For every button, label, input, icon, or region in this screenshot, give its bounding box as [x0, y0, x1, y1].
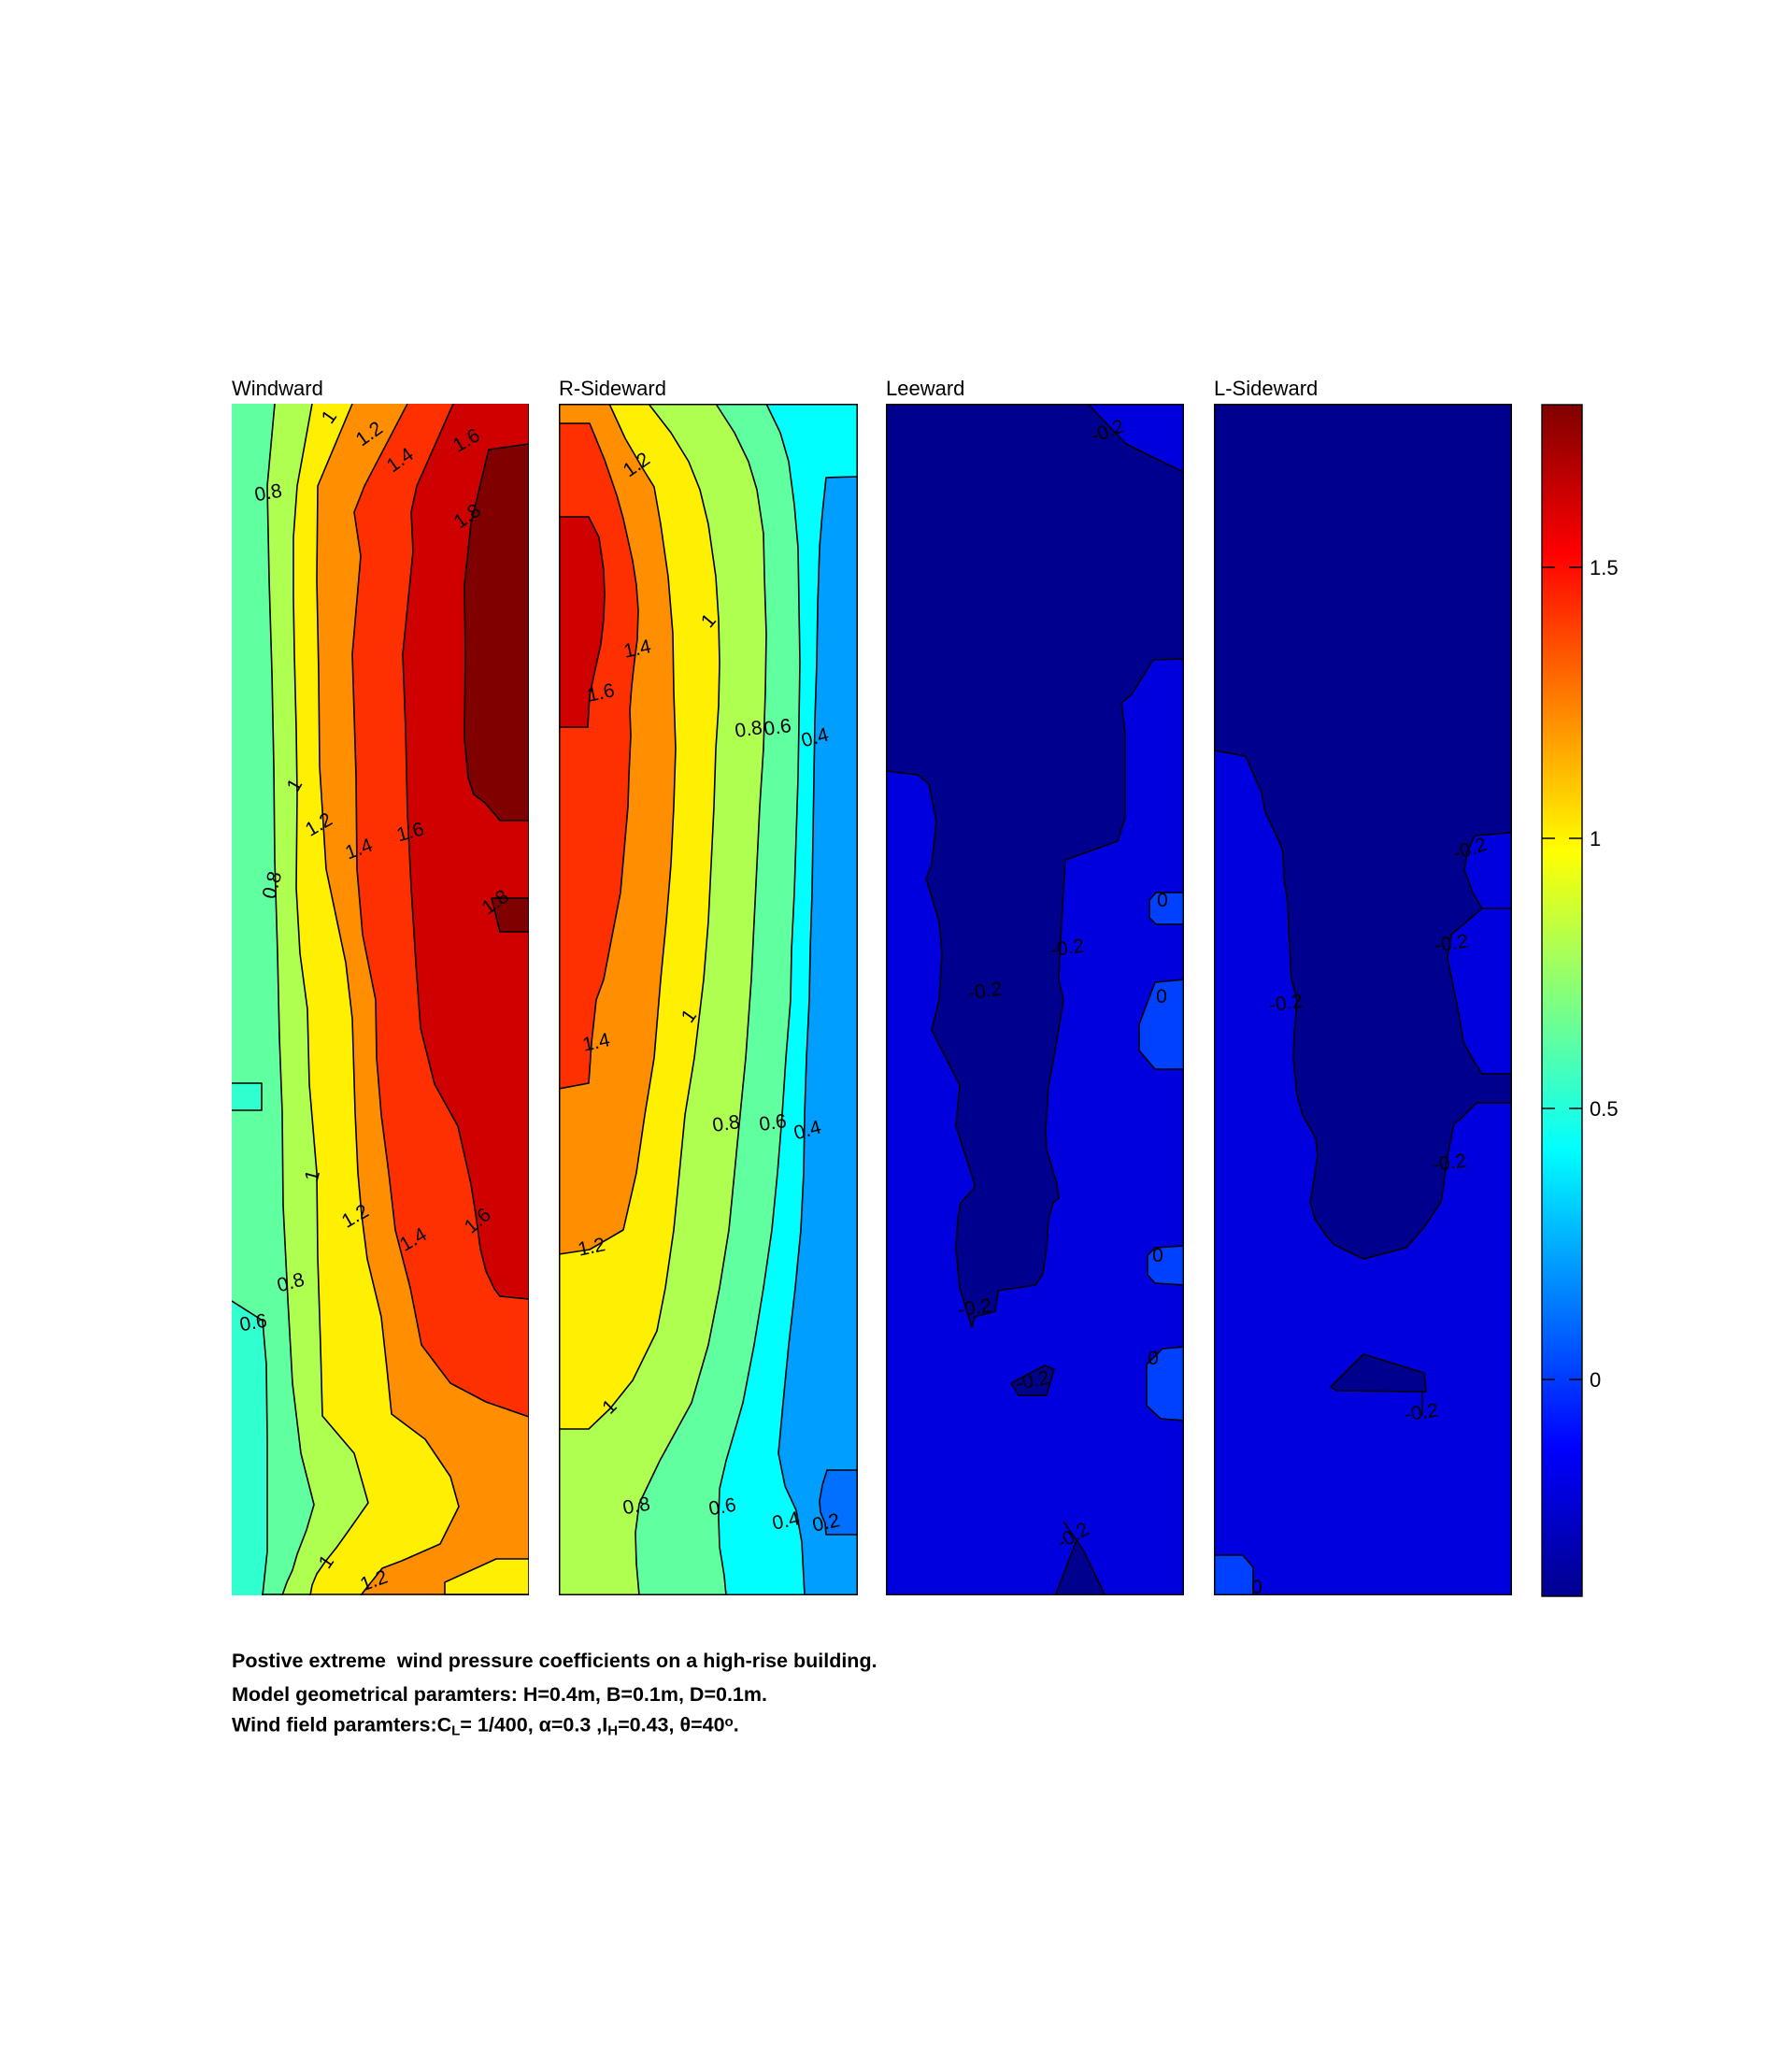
svg-text:-0.2: -0.2	[1404, 1400, 1440, 1426]
svg-text:L-Sideward: L-Sideward	[1214, 377, 1318, 400]
svg-text:0: 0	[1152, 1245, 1163, 1266]
svg-text:1: 1	[301, 1168, 324, 1184]
svg-text:0: 0	[1157, 890, 1168, 911]
svg-text:Windward: Windward	[232, 377, 323, 400]
svg-text:0: 0	[1251, 1577, 1262, 1598]
svg-text:0.6: 0.6	[238, 1310, 269, 1336]
svg-text:0.8: 0.8	[621, 1493, 652, 1520]
svg-text:-0.2: -0.2	[1434, 931, 1470, 957]
svg-text:R-Sideward: R-Sideward	[559, 377, 666, 400]
svg-text:1: 1	[1590, 827, 1601, 850]
svg-text:0.8: 0.8	[711, 1111, 741, 1136]
svg-text:0.5: 0.5	[1590, 1097, 1619, 1121]
svg-text:0.8: 0.8	[734, 717, 763, 742]
svg-text:-0.2: -0.2	[1268, 991, 1305, 1017]
svg-text:0: 0	[1148, 1348, 1159, 1369]
svg-text:Leeward: Leeward	[886, 377, 964, 400]
svg-text:-0.2: -0.2	[1049, 936, 1086, 962]
svg-text:0: 0	[1156, 986, 1167, 1007]
svg-text:0: 0	[1590, 1368, 1601, 1392]
svg-text:0.6: 0.6	[758, 1110, 788, 1136]
svg-text:0.6: 0.6	[763, 715, 792, 740]
svg-text:0.6: 0.6	[707, 1494, 738, 1521]
svg-text:1.5: 1.5	[1590, 556, 1619, 579]
svg-text:-0.2: -0.2	[1432, 1150, 1468, 1177]
svg-text:-0.2: -0.2	[967, 979, 1004, 1005]
svg-text:-0.2: -0.2	[957, 1295, 993, 1322]
svg-text:0.8: 0.8	[253, 480, 284, 507]
